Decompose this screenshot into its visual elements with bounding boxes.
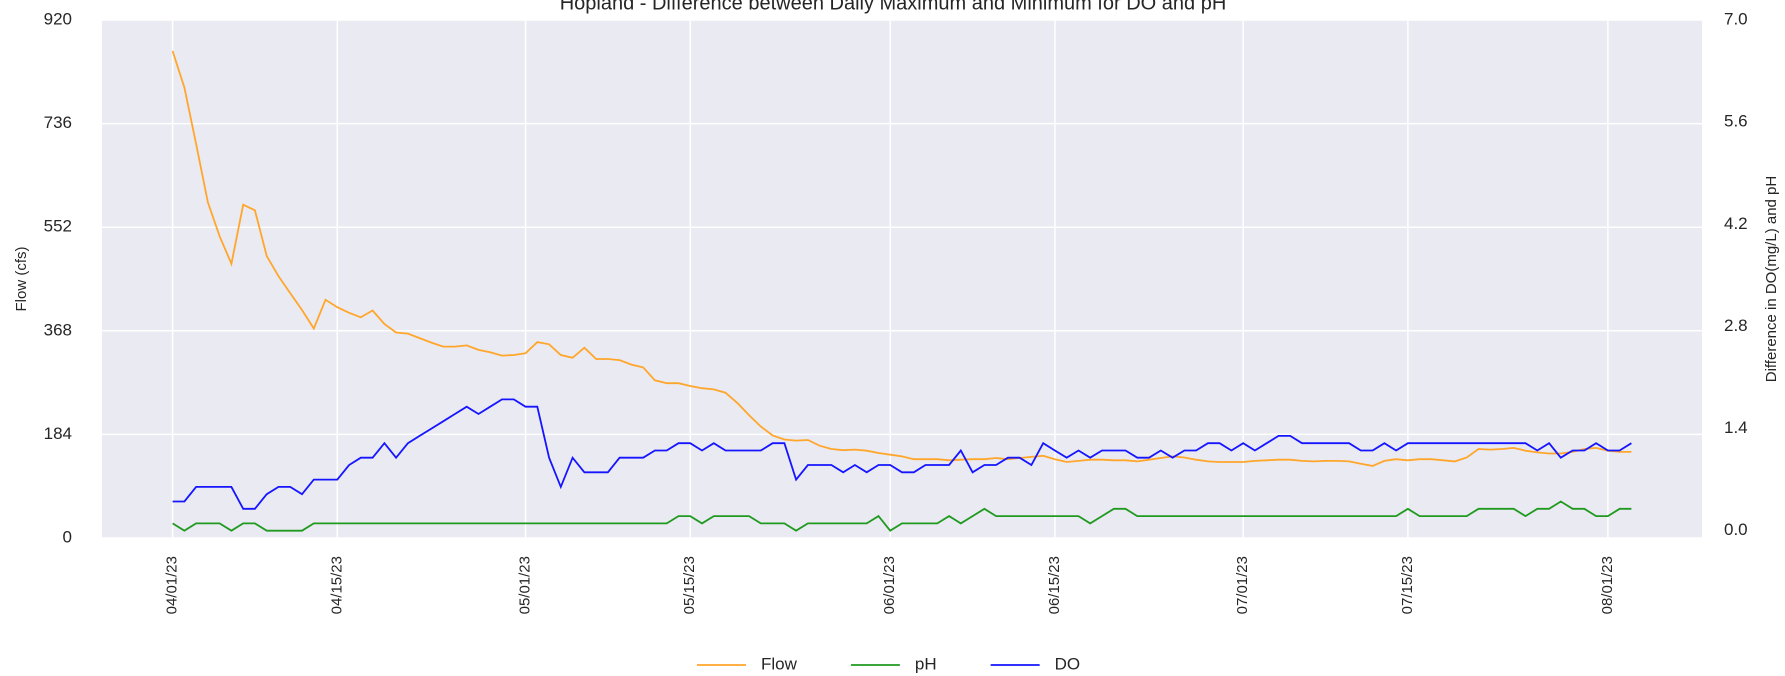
y-tick-label: 920 [44,9,72,28]
y-tick-label: 552 [44,217,72,236]
series-line [172,500,1632,532]
x-tick-label: 07/15/23 [1399,556,1416,614]
y2-tick-label: 4.2 [1724,214,1748,233]
x-tick-label: 04/15/23 [328,556,345,614]
chart-title: Hopland - Difference between Daily Maxim… [560,0,1227,14]
y-tick-label: 736 [44,113,72,132]
y2-tick-label: 0.0 [1724,520,1748,539]
y-tick-label: 368 [44,320,72,339]
legend-label: pH [915,654,937,673]
series-line [171,50,1632,467]
y2-tick-label: 2.8 [1724,316,1748,335]
y2-axis-label: Difference in DO(mg/L) and pH [1763,176,1780,382]
series-line [172,398,1632,510]
y2-tick-label: 5.6 [1724,112,1748,131]
x-tick-label: 04/01/23 [164,556,181,614]
plot-area [102,20,1702,538]
y-tick-label: 0 [63,527,72,546]
y-tick-label: 184 [44,424,72,443]
legend-label: DO [1055,654,1081,673]
x-tick-label: 08/01/23 [1599,556,1616,614]
legend-label: Flow [761,654,798,673]
x-tick-label: 05/01/23 [516,556,533,614]
y-axis-label: Flow (cfs) [13,247,30,312]
x-tick-label: 05/15/23 [681,556,698,614]
x-tick-label: 06/15/23 [1046,556,1063,614]
x-tick-label: 06/01/23 [881,556,898,614]
x-tick-label: 07/01/23 [1234,556,1251,614]
y2-tick-label: 1.4 [1724,418,1748,437]
y2-tick-label: 7.0 [1724,9,1748,28]
